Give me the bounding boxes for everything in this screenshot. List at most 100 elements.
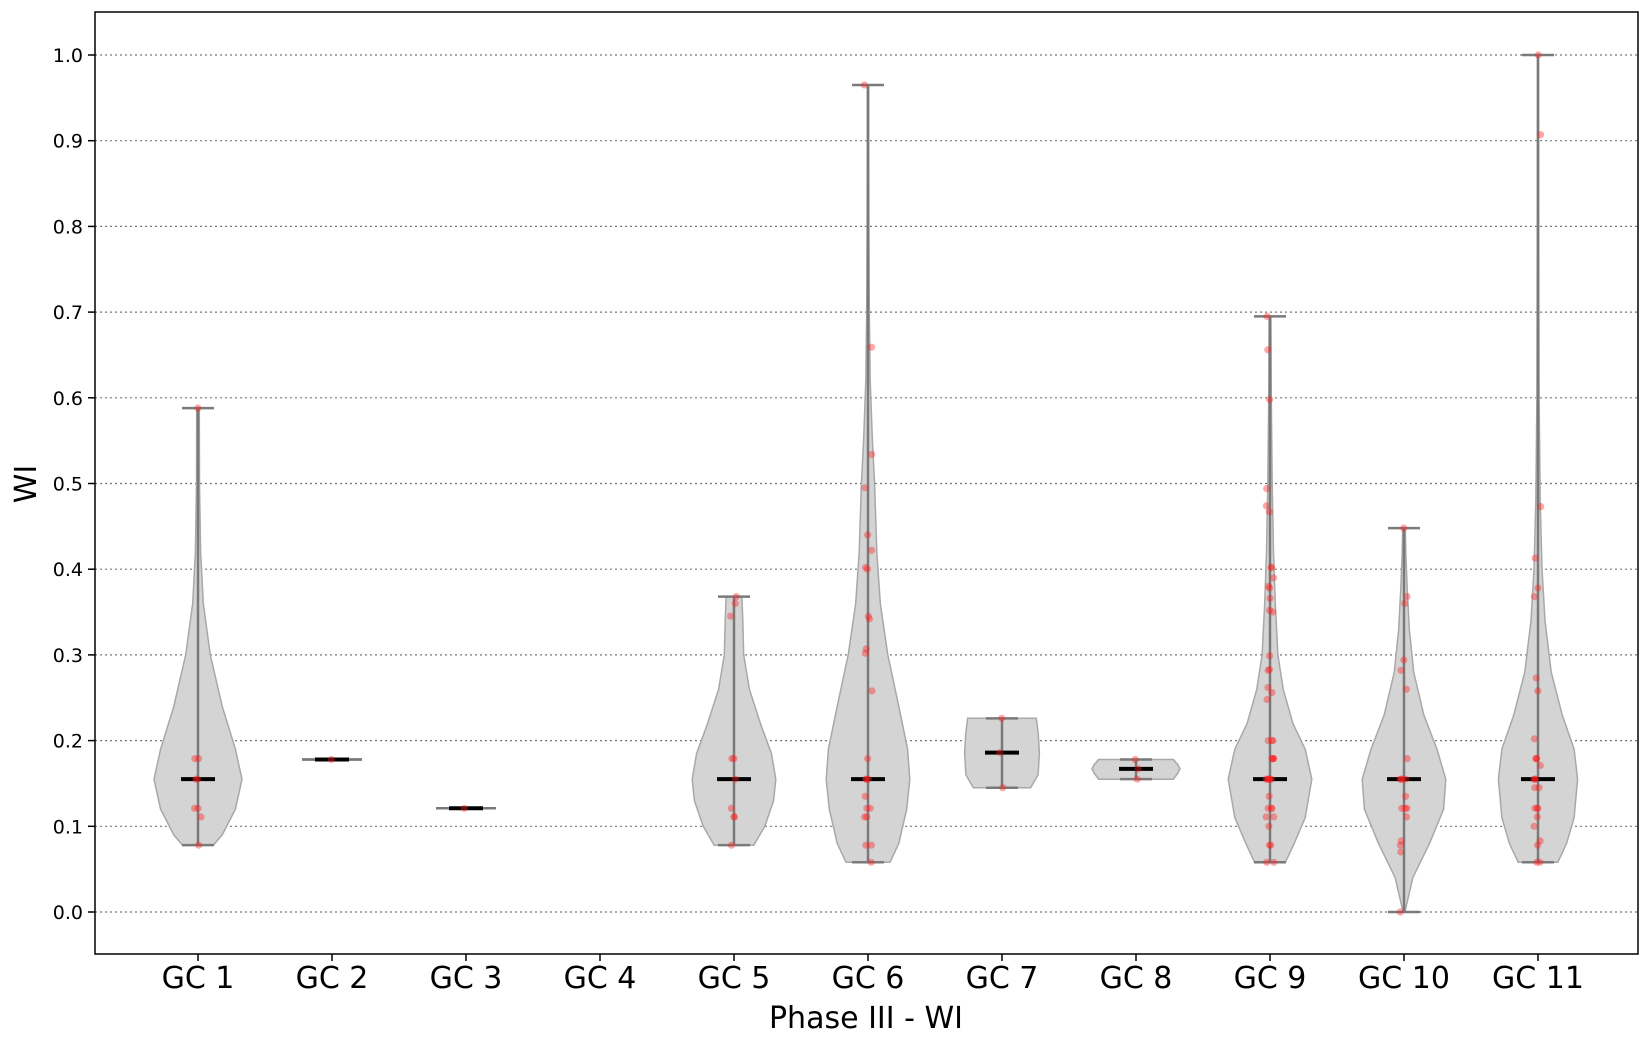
data-point (1264, 775, 1272, 783)
y-tick-label: 0.4 (53, 559, 83, 581)
x-tick-label: GC 6 (832, 961, 905, 996)
y-tick-label: 0.5 (53, 474, 83, 496)
x-tick-label: GC 7 (966, 961, 1039, 996)
data-point (1269, 755, 1277, 763)
data-point (862, 775, 870, 783)
data-point (1397, 837, 1405, 845)
data-point (1264, 346, 1272, 354)
data-point (192, 775, 200, 783)
data-point (1534, 584, 1542, 592)
y-tick-label: 1.0 (53, 45, 83, 67)
data-point (730, 813, 739, 821)
data-point (1401, 599, 1409, 608)
data-point (1534, 841, 1542, 849)
data-point (731, 775, 740, 783)
y-tick-label: 0.8 (53, 216, 83, 238)
data-point (865, 615, 874, 623)
data-point (197, 813, 205, 821)
data-point (1270, 574, 1278, 582)
data-point (861, 649, 870, 657)
data-point (727, 612, 735, 620)
x-tick-label: GC 2 (296, 961, 369, 996)
data-point (1267, 563, 1275, 572)
data-point (863, 565, 872, 573)
data-point (1267, 804, 1276, 812)
data-point (1265, 775, 1273, 783)
data-point (864, 612, 873, 620)
data-point (727, 841, 736, 849)
data-point (1401, 804, 1409, 812)
data-point (1266, 594, 1274, 602)
data-point (1396, 908, 1404, 916)
data-point (1269, 755, 1277, 763)
data-point (1397, 775, 1405, 783)
data-point (1268, 737, 1276, 745)
data-point (1265, 775, 1273, 783)
data-point (1532, 755, 1540, 763)
data-point (1397, 848, 1405, 856)
data-point (864, 531, 872, 539)
data-point (194, 804, 202, 812)
data-point (191, 804, 199, 812)
y-tick-layer: 0.0 0.1 0.2 0.3 0.4 0.5 0.6 0.7 0.8 0.9 1.0 (53, 45, 95, 924)
data-point (1403, 804, 1411, 812)
data-point (862, 645, 870, 653)
data-point (1264, 666, 1272, 674)
data-point (999, 784, 1007, 792)
data-point (327, 755, 335, 764)
data-point (727, 804, 735, 812)
data-point (1533, 755, 1541, 763)
data-point (863, 804, 871, 812)
data-point (1134, 765, 1142, 773)
data-point (1530, 822, 1538, 830)
data-point (864, 755, 872, 763)
data-point (1133, 775, 1141, 783)
data-point (861, 792, 869, 800)
data-point (1397, 666, 1405, 674)
data-point (864, 775, 873, 783)
data-point (1270, 755, 1278, 763)
y-axis-title: WI (9, 465, 44, 504)
data-point (1265, 841, 1274, 849)
data-point (1398, 775, 1406, 783)
data-point (1263, 312, 1271, 320)
data-point (1265, 584, 1274, 592)
data-point (1269, 737, 1277, 745)
data-point (191, 755, 199, 763)
data-point (195, 841, 203, 849)
data-point (1531, 775, 1539, 783)
data-point (728, 755, 736, 763)
data-point (1268, 804, 1276, 812)
data-point (1263, 485, 1271, 493)
y-tick-label: 0.9 (53, 131, 83, 153)
data-point (1268, 755, 1276, 763)
data-point (732, 593, 740, 601)
y-tick-label: 0.3 (53, 645, 83, 667)
data-point (860, 81, 869, 89)
data-point (1532, 755, 1540, 763)
data-point (1264, 737, 1272, 745)
data-point (1265, 606, 1274, 614)
data-point (1265, 665, 1274, 674)
y-tick-label: 0.2 (53, 731, 83, 753)
data-point (866, 804, 874, 812)
data-point (1534, 51, 1542, 59)
data-point (1398, 804, 1406, 812)
data-point (863, 813, 871, 821)
data-point (1537, 131, 1545, 139)
data-point (867, 841, 876, 849)
data-point (1267, 775, 1275, 783)
data-point (1263, 858, 1271, 866)
y-tick-label: 0.7 (53, 302, 83, 324)
data-point (1267, 563, 1275, 572)
data-point (867, 343, 876, 351)
data-point (1266, 775, 1274, 783)
y-tick-label: 0.6 (53, 388, 83, 410)
data-point (194, 755, 203, 763)
data-point (730, 755, 738, 763)
data-point (1530, 593, 1538, 601)
data-point (1263, 695, 1271, 704)
data-point (1400, 524, 1408, 532)
data-point (1262, 813, 1270, 821)
data-point (1534, 804, 1542, 812)
